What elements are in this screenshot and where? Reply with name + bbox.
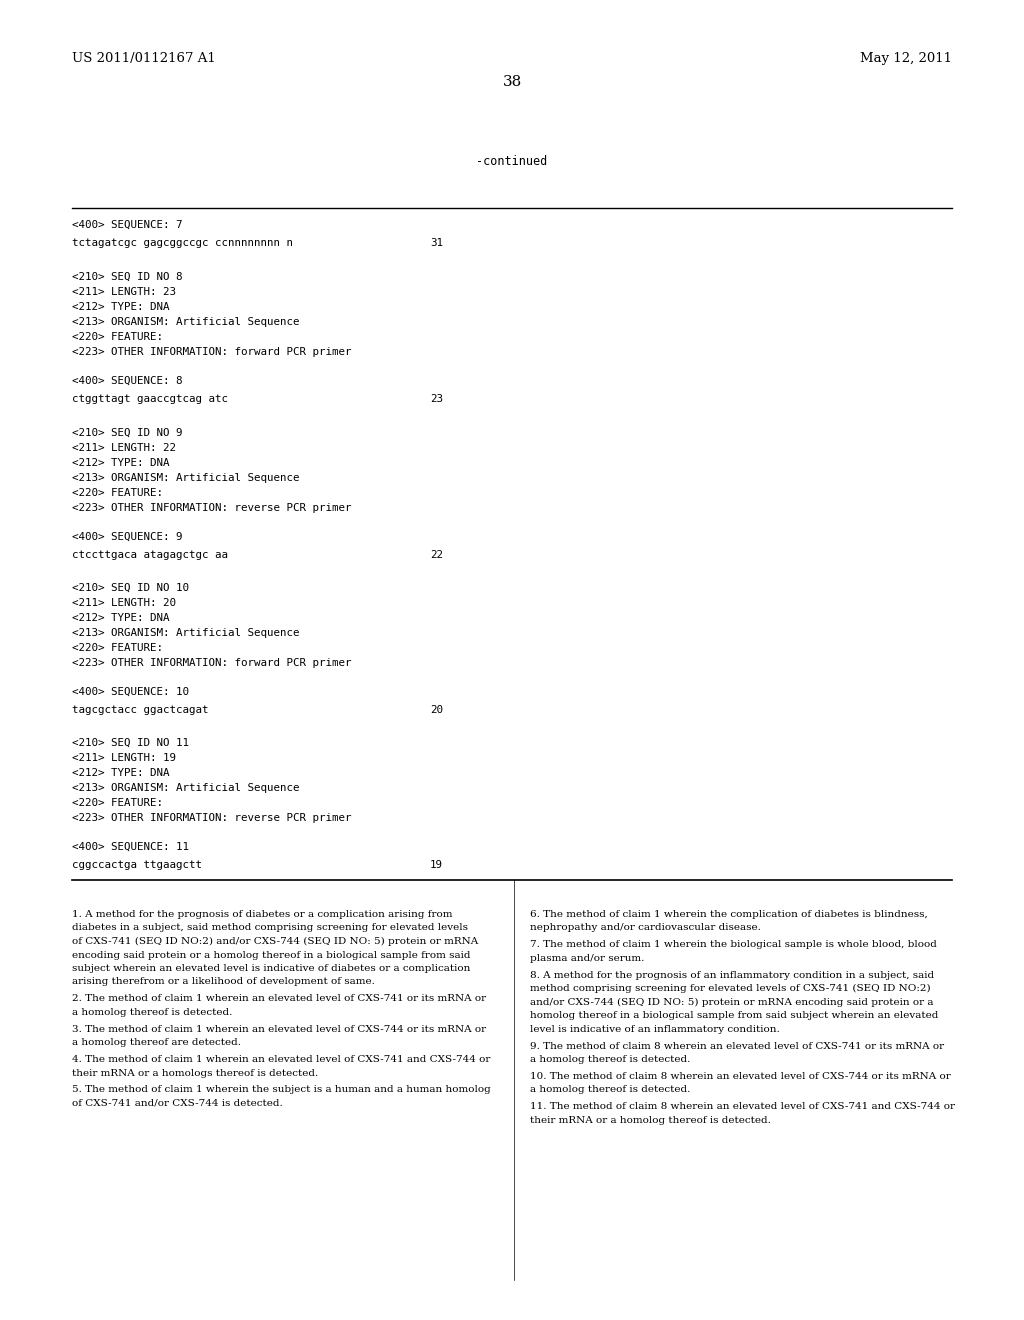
Text: <220> FEATURE:: <220> FEATURE: xyxy=(72,333,163,342)
Text: <223> OTHER INFORMATION: reverse PCR primer: <223> OTHER INFORMATION: reverse PCR pri… xyxy=(72,503,351,513)
Text: <211> LENGTH: 20: <211> LENGTH: 20 xyxy=(72,598,176,609)
Text: 1. A method for the prognosis of diabetes or a complication arising from: 1. A method for the prognosis of diabete… xyxy=(72,909,453,919)
Text: <223> OTHER INFORMATION: forward PCR primer: <223> OTHER INFORMATION: forward PCR pri… xyxy=(72,347,351,356)
Text: <223> OTHER INFORMATION: forward PCR primer: <223> OTHER INFORMATION: forward PCR pri… xyxy=(72,657,351,668)
Text: 9. The method of claim 8 wherein an elevated level of CXS-741 or its mRNA or: 9. The method of claim 8 wherein an elev… xyxy=(530,1041,944,1051)
Text: 22: 22 xyxy=(430,550,443,560)
Text: homolog thereof in a biological sample from said subject wherein an elevated: homolog thereof in a biological sample f… xyxy=(530,1011,938,1020)
Text: <400> SEQUENCE: 9: <400> SEQUENCE: 9 xyxy=(72,532,182,543)
Text: subject wherein an elevated level is indicative of diabetes or a complication: subject wherein an elevated level is ind… xyxy=(72,964,470,973)
Text: <400> SEQUENCE: 8: <400> SEQUENCE: 8 xyxy=(72,376,182,385)
Text: plasma and/or serum.: plasma and/or serum. xyxy=(530,954,644,962)
Text: <211> LENGTH: 19: <211> LENGTH: 19 xyxy=(72,752,176,763)
Text: tagcgctacc ggactcagat: tagcgctacc ggactcagat xyxy=(72,705,209,715)
Text: US 2011/0112167 A1: US 2011/0112167 A1 xyxy=(72,51,216,65)
Text: 8. A method for the prognosis of an inflammatory condition in a subject, said: 8. A method for the prognosis of an infl… xyxy=(530,970,934,979)
Text: a homolog thereof is detected.: a homolog thereof is detected. xyxy=(530,1085,690,1094)
Text: <212> TYPE: DNA: <212> TYPE: DNA xyxy=(72,302,170,312)
Text: <210> SEQ ID NO 10: <210> SEQ ID NO 10 xyxy=(72,583,189,593)
Text: <220> FEATURE:: <220> FEATURE: xyxy=(72,799,163,808)
Text: <212> TYPE: DNA: <212> TYPE: DNA xyxy=(72,768,170,777)
Text: <210> SEQ ID NO 11: <210> SEQ ID NO 11 xyxy=(72,738,189,748)
Text: 20: 20 xyxy=(430,705,443,715)
Text: 19: 19 xyxy=(430,861,443,870)
Text: diabetes in a subject, said method comprising screening for elevated levels: diabetes in a subject, said method compr… xyxy=(72,924,468,932)
Text: method comprising screening for elevated levels of CXS-741 (SEQ ID NO:2): method comprising screening for elevated… xyxy=(530,985,931,994)
Text: -continued: -continued xyxy=(476,154,548,168)
Text: <213> ORGANISM: Artificial Sequence: <213> ORGANISM: Artificial Sequence xyxy=(72,317,299,327)
Text: <213> ORGANISM: Artificial Sequence: <213> ORGANISM: Artificial Sequence xyxy=(72,473,299,483)
Text: <211> LENGTH: 23: <211> LENGTH: 23 xyxy=(72,286,176,297)
Text: <400> SEQUENCE: 7: <400> SEQUENCE: 7 xyxy=(72,220,182,230)
Text: a homolog thereof is detected.: a homolog thereof is detected. xyxy=(72,1008,232,1016)
Text: ctccttgaca atagagctgc aa: ctccttgaca atagagctgc aa xyxy=(72,550,228,560)
Text: <220> FEATURE:: <220> FEATURE: xyxy=(72,488,163,498)
Text: <210> SEQ ID NO 8: <210> SEQ ID NO 8 xyxy=(72,272,182,282)
Text: a homolog thereof is detected.: a homolog thereof is detected. xyxy=(530,1055,690,1064)
Text: 11. The method of claim 8 wherein an elevated level of CXS-741 and CXS-744 or: 11. The method of claim 8 wherein an ele… xyxy=(530,1102,955,1111)
Text: <210> SEQ ID NO 9: <210> SEQ ID NO 9 xyxy=(72,428,182,438)
Text: encoding said protein or a homolog thereof in a biological sample from said: encoding said protein or a homolog there… xyxy=(72,950,470,960)
Text: <212> TYPE: DNA: <212> TYPE: DNA xyxy=(72,458,170,469)
Text: 38: 38 xyxy=(503,75,521,88)
Text: <400> SEQUENCE: 10: <400> SEQUENCE: 10 xyxy=(72,686,189,697)
Text: their mRNA or a homolog thereof is detected.: their mRNA or a homolog thereof is detec… xyxy=(530,1115,771,1125)
Text: <211> LENGTH: 22: <211> LENGTH: 22 xyxy=(72,444,176,453)
Text: of CXS-741 (SEQ ID NO:2) and/or CXS-744 (SEQ ID NO: 5) protein or mRNA: of CXS-741 (SEQ ID NO:2) and/or CXS-744 … xyxy=(72,937,478,946)
Text: <223> OTHER INFORMATION: reverse PCR primer: <223> OTHER INFORMATION: reverse PCR pri… xyxy=(72,813,351,822)
Text: 7. The method of claim 1 wherein the biological sample is whole blood, blood: 7. The method of claim 1 wherein the bio… xyxy=(530,940,937,949)
Text: cggccactga ttgaagctt: cggccactga ttgaagctt xyxy=(72,861,202,870)
Text: <220> FEATURE:: <220> FEATURE: xyxy=(72,643,163,653)
Text: 5. The method of claim 1 wherein the subject is a human and a human homolog: 5. The method of claim 1 wherein the sub… xyxy=(72,1085,490,1094)
Text: 3. The method of claim 1 wherein an elevated level of CXS-744 or its mRNA or: 3. The method of claim 1 wherein an elev… xyxy=(72,1024,486,1034)
Text: 4. The method of claim 1 wherein an elevated level of CXS-741 and CXS-744 or: 4. The method of claim 1 wherein an elev… xyxy=(72,1055,490,1064)
Text: a homolog thereof are detected.: a homolog thereof are detected. xyxy=(72,1039,241,1047)
Text: <213> ORGANISM: Artificial Sequence: <213> ORGANISM: Artificial Sequence xyxy=(72,783,299,793)
Text: tctagatcgc gagcggccgc ccnnnnnnnn n: tctagatcgc gagcggccgc ccnnnnnnnn n xyxy=(72,238,293,248)
Text: nephropathy and/or cardiovascular disease.: nephropathy and/or cardiovascular diseas… xyxy=(530,924,761,932)
Text: 2. The method of claim 1 wherein an elevated level of CXS-741 or its mRNA or: 2. The method of claim 1 wherein an elev… xyxy=(72,994,486,1003)
Text: 23: 23 xyxy=(430,393,443,404)
Text: of CXS-741 and/or CXS-744 is detected.: of CXS-741 and/or CXS-744 is detected. xyxy=(72,1100,283,1107)
Text: and/or CXS-744 (SEQ ID NO: 5) protein or mRNA encoding said protein or a: and/or CXS-744 (SEQ ID NO: 5) protein or… xyxy=(530,998,934,1007)
Text: <212> TYPE: DNA: <212> TYPE: DNA xyxy=(72,612,170,623)
Text: May 12, 2011: May 12, 2011 xyxy=(860,51,952,65)
Text: 31: 31 xyxy=(430,238,443,248)
Text: <213> ORGANISM: Artificial Sequence: <213> ORGANISM: Artificial Sequence xyxy=(72,628,299,638)
Text: ctggttagt gaaccgtcag atc: ctggttagt gaaccgtcag atc xyxy=(72,393,228,404)
Text: 10. The method of claim 8 wherein an elevated level of CXS-744 or its mRNA or: 10. The method of claim 8 wherein an ele… xyxy=(530,1072,950,1081)
Text: their mRNA or a homologs thereof is detected.: their mRNA or a homologs thereof is dete… xyxy=(72,1069,318,1077)
Text: level is indicative of an inflammatory condition.: level is indicative of an inflammatory c… xyxy=(530,1024,779,1034)
Text: <400> SEQUENCE: 11: <400> SEQUENCE: 11 xyxy=(72,842,189,851)
Text: arising therefrom or a likelihood of development of same.: arising therefrom or a likelihood of dev… xyxy=(72,978,375,986)
Text: 6. The method of claim 1 wherein the complication of diabetes is blindness,: 6. The method of claim 1 wherein the com… xyxy=(530,909,928,919)
